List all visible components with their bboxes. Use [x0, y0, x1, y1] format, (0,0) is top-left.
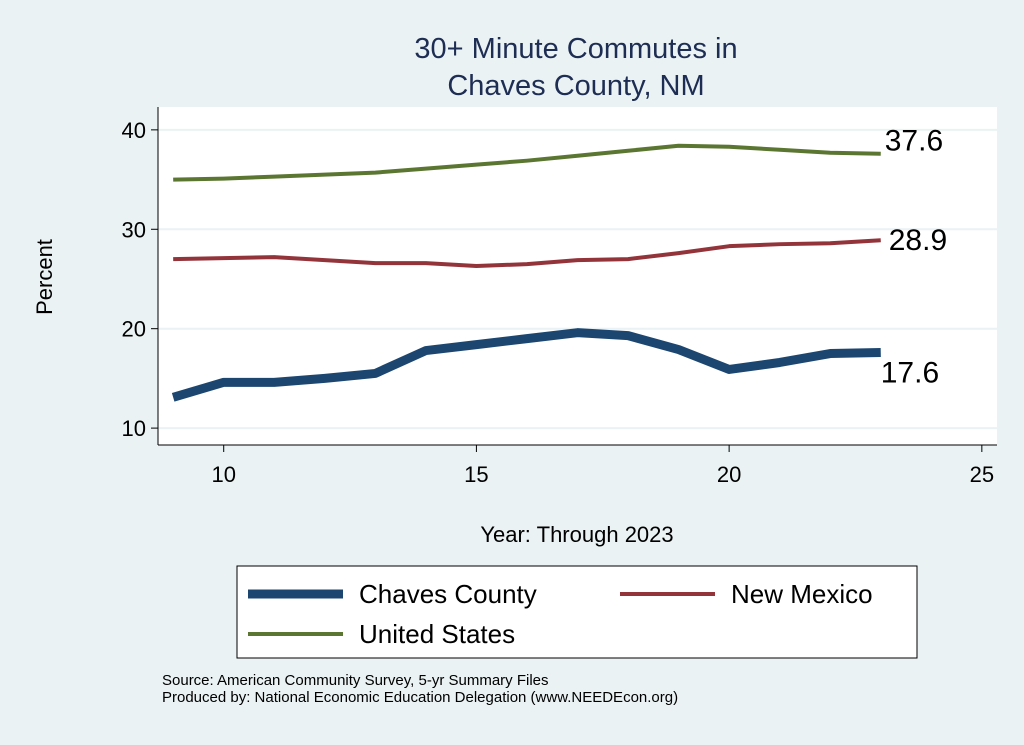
y-tick-label: 20 — [122, 317, 146, 342]
source-note: Source: American Community Survey, 5-yr … — [162, 672, 549, 689]
y-axis-label: Percent — [32, 239, 57, 315]
x-tick-label: 25 — [970, 462, 994, 487]
y-tick-label: 40 — [122, 118, 146, 143]
end-value-label: 17.6 — [881, 357, 939, 390]
y-tick-label: 30 — [122, 217, 146, 242]
plot-area — [158, 107, 997, 445]
x-tick-label: 15 — [464, 462, 488, 487]
legend-label: United States — [359, 619, 515, 649]
x-axis-label: Year: Through 2023 — [480, 522, 673, 547]
legend-label: Chaves County — [359, 579, 537, 609]
legend: Chaves County New Mexico United States — [236, 565, 918, 659]
produced-by-note: Produced by: National Economic Education… — [162, 689, 679, 706]
x-tick-label: 10 — [211, 462, 235, 487]
series-line-new-mexico — [173, 238, 881, 269]
series-line-united-states — [173, 143, 881, 182]
end-value-label: 37.6 — [885, 125, 943, 158]
chart-title-line1: 30+ Minute Commutes in — [414, 33, 737, 65]
legend-label: New Mexico — [731, 579, 873, 609]
chart-title-line2: Chaves County, NM — [447, 70, 704, 102]
end-value-label: 28.9 — [889, 224, 947, 257]
y-tick-label: 10 — [122, 416, 146, 441]
x-tick-label: 20 — [717, 462, 741, 487]
series-line-chaves-county — [171, 328, 881, 402]
